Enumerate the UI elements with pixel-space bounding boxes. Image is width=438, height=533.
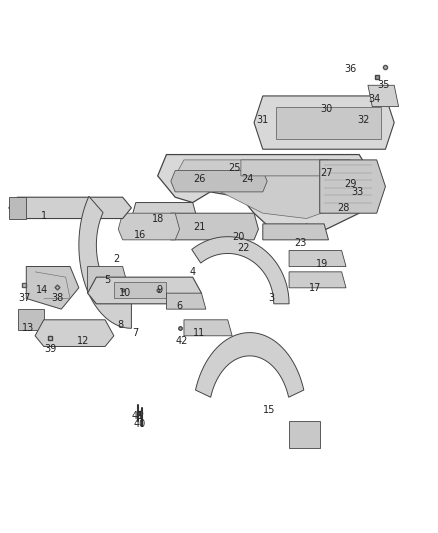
- Text: 31: 31: [257, 115, 269, 125]
- Text: 7: 7: [133, 328, 139, 338]
- Polygon shape: [195, 333, 304, 397]
- Polygon shape: [166, 213, 258, 240]
- Text: 28: 28: [338, 203, 350, 213]
- Text: 19: 19: [316, 259, 328, 269]
- Text: 13: 13: [22, 323, 35, 333]
- Text: 17: 17: [309, 283, 321, 293]
- Polygon shape: [241, 160, 333, 176]
- Polygon shape: [289, 251, 346, 266]
- Text: 2: 2: [113, 254, 119, 263]
- Text: 8: 8: [117, 320, 124, 330]
- Text: 29: 29: [344, 179, 357, 189]
- Text: 41: 41: [132, 411, 144, 421]
- Text: 27: 27: [320, 168, 332, 178]
- Text: 35: 35: [377, 80, 389, 90]
- Text: 37: 37: [18, 294, 30, 303]
- Text: 18: 18: [152, 214, 164, 223]
- Text: 3: 3: [268, 294, 275, 303]
- Polygon shape: [171, 171, 267, 192]
- Text: 25: 25: [228, 163, 240, 173]
- Text: 36: 36: [344, 64, 357, 74]
- Text: 9: 9: [157, 286, 163, 295]
- Text: 20: 20: [233, 232, 245, 242]
- Polygon shape: [289, 272, 346, 288]
- Text: 30: 30: [320, 104, 332, 114]
- Polygon shape: [158, 155, 372, 235]
- Polygon shape: [18, 309, 44, 330]
- Polygon shape: [184, 320, 232, 336]
- Polygon shape: [79, 196, 131, 328]
- Text: 42: 42: [176, 336, 188, 346]
- Polygon shape: [131, 203, 197, 229]
- Text: 15: 15: [263, 406, 276, 415]
- Polygon shape: [192, 237, 289, 304]
- Text: 4: 4: [190, 267, 196, 277]
- Polygon shape: [289, 421, 320, 448]
- Polygon shape: [254, 96, 394, 149]
- Polygon shape: [320, 160, 385, 213]
- Text: 32: 32: [357, 115, 370, 125]
- Polygon shape: [175, 160, 359, 219]
- Polygon shape: [118, 213, 180, 240]
- Text: 39: 39: [44, 344, 57, 354]
- Text: 34: 34: [368, 94, 381, 103]
- Polygon shape: [9, 197, 26, 219]
- Text: 12: 12: [77, 336, 89, 346]
- Polygon shape: [9, 197, 131, 219]
- Polygon shape: [166, 293, 206, 309]
- Text: 22: 22: [237, 243, 249, 253]
- Polygon shape: [35, 320, 114, 346]
- Polygon shape: [88, 277, 201, 304]
- Polygon shape: [263, 224, 328, 240]
- Text: 10: 10: [119, 288, 131, 298]
- Text: 26: 26: [193, 174, 205, 183]
- Polygon shape: [368, 85, 399, 107]
- Text: 6: 6: [177, 302, 183, 311]
- Text: 14: 14: [35, 286, 48, 295]
- Text: 24: 24: [241, 174, 254, 183]
- Polygon shape: [88, 266, 127, 293]
- Text: 38: 38: [51, 294, 63, 303]
- Text: 11: 11: [193, 328, 205, 338]
- Polygon shape: [26, 266, 79, 309]
- Polygon shape: [114, 282, 166, 298]
- Text: 1: 1: [41, 211, 47, 221]
- Polygon shape: [276, 107, 381, 139]
- Text: 23: 23: [294, 238, 306, 247]
- Text: 16: 16: [134, 230, 146, 239]
- Text: 33: 33: [351, 187, 363, 197]
- Text: 40: 40: [134, 419, 146, 429]
- Text: 21: 21: [193, 222, 205, 231]
- Text: 5: 5: [104, 275, 110, 285]
